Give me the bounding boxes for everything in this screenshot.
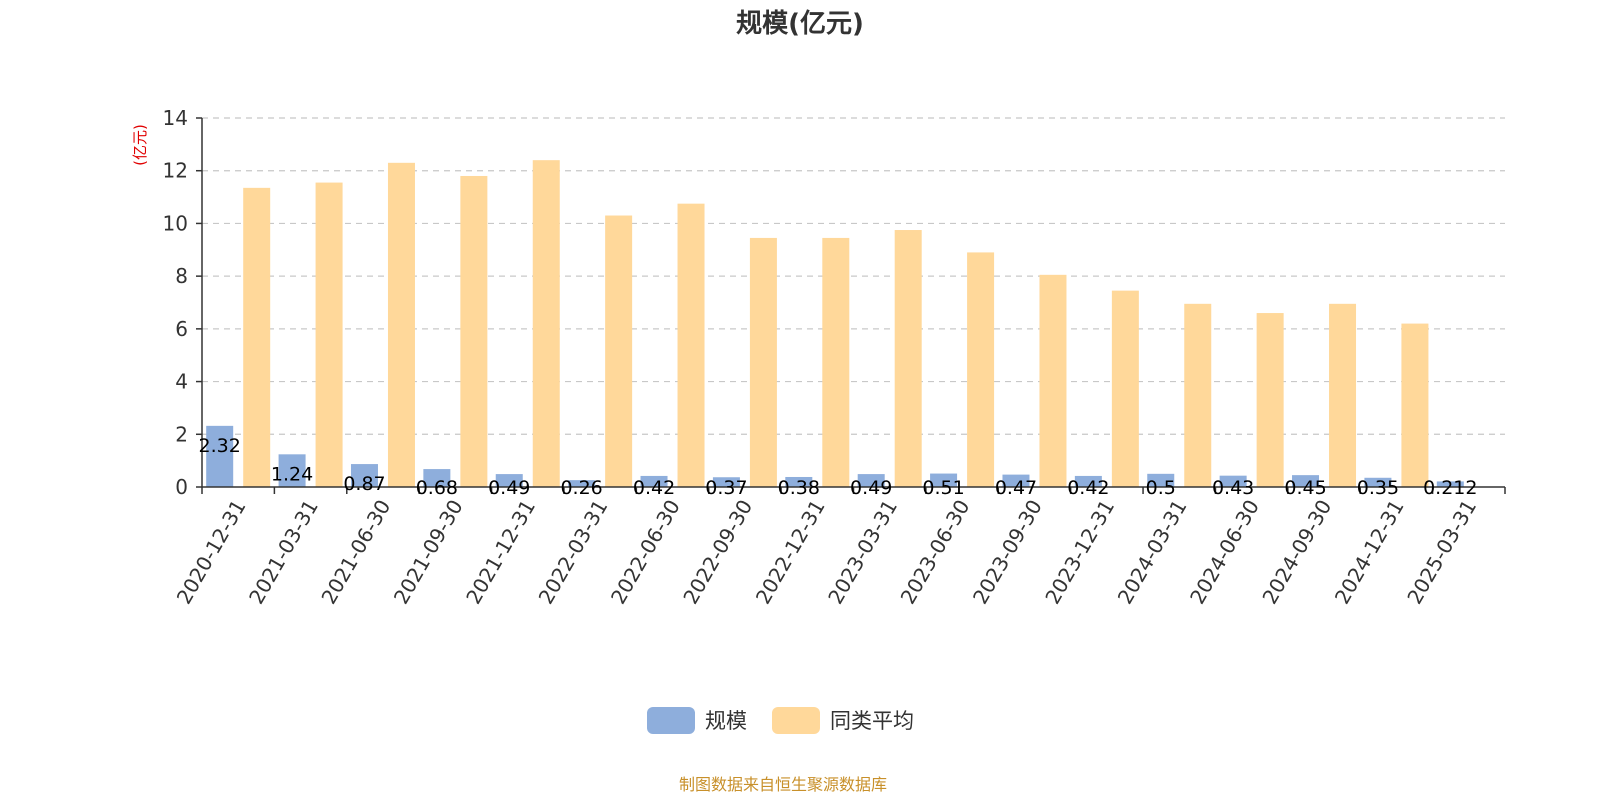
bar-scale <box>930 473 958 487</box>
x-tick-label: 2024-06-30 <box>1185 496 1264 609</box>
data-label: 0.37 <box>705 477 747 499</box>
legend-item-scale[interactable]: 规模 <box>647 707 747 734</box>
bar-scale <box>1074 475 1102 487</box>
data-label: 0.49 <box>850 477 892 499</box>
bar-peer-average <box>387 162 415 488</box>
y-tick-label: 0 <box>175 475 188 499</box>
x-tick-label: 2024-12-31 <box>1330 496 1409 609</box>
x-tick-label: 2024-03-31 <box>1113 496 1192 609</box>
data-label: 0.68 <box>416 477 458 499</box>
data-label: 0.26 <box>560 477 602 499</box>
bar-peer-average <box>1256 313 1284 487</box>
bar-scale <box>206 425 234 487</box>
bar-peer-average <box>967 252 995 487</box>
data-label: 0.87 <box>343 473 385 495</box>
bar-scale <box>568 480 596 487</box>
bar-peer-average <box>1329 303 1357 487</box>
source-note: 制图数据来自恒生聚源数据库 <box>679 775 887 794</box>
y-tick-label: 14 <box>163 106 188 130</box>
x-tick-label: 2023-09-30 <box>968 496 1047 609</box>
x-tick-label: 2023-03-31 <box>823 496 902 609</box>
bar-scale <box>1292 475 1320 487</box>
x-tick-label: 2022-03-31 <box>534 496 613 609</box>
data-label: 0.49 <box>488 477 530 499</box>
grid-lines <box>202 117 1505 435</box>
y-tick-label: 10 <box>163 211 188 235</box>
data-label: 1.24 <box>271 463 313 485</box>
bar-scale <box>857 474 885 487</box>
y-axis-unit-label: (亿元) <box>131 124 149 166</box>
bar-peer-average <box>1184 303 1212 487</box>
data-label: 0.38 <box>778 477 820 499</box>
bar-peer-average <box>1111 290 1139 487</box>
legend-swatch <box>772 707 820 734</box>
bar-scale <box>350 464 378 487</box>
y-tick-label: 8 <box>175 264 188 288</box>
bar-scale <box>1147 473 1175 487</box>
bar-scale <box>423 469 451 487</box>
x-tick-label: 2020-12-31 <box>172 496 251 609</box>
bar-scale <box>712 477 740 487</box>
chart-title: 规模(亿元) <box>736 9 864 39</box>
y-tick-label: 4 <box>175 370 188 394</box>
bar-scale <box>1219 475 1247 487</box>
bar-peer-average <box>894 230 922 487</box>
legend-item-peer-average[interactable]: 同类平均 <box>772 707 914 734</box>
legend-label: 同类平均 <box>830 709 914 733</box>
data-labels: 2.32 1.24 0.87 0.68 0.49 0.26 0.42 0.37 0.38 0.49… <box>199 435 1478 499</box>
x-tick-label: 2024-09-30 <box>1257 496 1336 609</box>
data-label: 0.45 <box>1284 477 1326 499</box>
bar-peer-average <box>243 187 271 487</box>
y-tick-label: 12 <box>163 159 188 183</box>
x-tick-label: 2022-09-30 <box>678 496 757 609</box>
data-label: 0.35 <box>1357 477 1399 499</box>
data-label: 0.43 <box>1212 477 1254 499</box>
bar-scale <box>278 454 306 487</box>
bar-peer-average <box>677 203 705 488</box>
bar-peer-average <box>460 175 488 487</box>
data-label: 2.32 <box>199 435 241 457</box>
bar-scale <box>1002 474 1030 487</box>
legend-label: 规模 <box>705 709 747 733</box>
x-tick-label: 2023-06-30 <box>896 496 975 609</box>
bar-peer-average <box>315 182 343 487</box>
data-label: 0.42 <box>633 477 675 499</box>
bar-peer-average <box>1039 274 1067 487</box>
bar-scale <box>1436 481 1464 487</box>
x-tick-label: 2021-06-30 <box>316 496 395 609</box>
x-tick-label: 2022-12-31 <box>751 496 830 609</box>
bar-scale <box>1364 477 1392 487</box>
legend[interactable]: 规模 同类平均 <box>647 707 914 734</box>
x-tick-label: 2021-12-31 <box>461 496 540 609</box>
x-tick-label: 2025-03-31 <box>1402 496 1481 609</box>
bar-scale <box>785 476 813 487</box>
legend-swatch <box>647 707 695 734</box>
data-label: 0.5 <box>1146 477 1176 499</box>
bar-peer-average <box>749 237 777 487</box>
data-label: 0.51 <box>922 477 964 499</box>
bar-peer-average <box>605 215 633 487</box>
bar-peer-average <box>822 237 850 487</box>
x-tick-label: 2023-12-31 <box>1040 496 1119 609</box>
bar-scale <box>495 474 523 487</box>
y-tick-label: 6 <box>175 317 188 341</box>
data-label: 0.212 <box>1423 477 1477 499</box>
bar-scale <box>640 475 668 487</box>
x-tick-label: 2022-06-30 <box>606 496 685 609</box>
y-tick-label: 2 <box>175 422 188 446</box>
x-tick-label: 2021-09-30 <box>389 496 468 609</box>
bars-group <box>206 160 1464 488</box>
bar-peer-average <box>1401 323 1429 487</box>
data-label: 0.47 <box>995 477 1037 499</box>
bar-peer-average <box>532 160 560 487</box>
x-tick-label: 2021-03-31 <box>244 496 323 609</box>
data-label: 0.42 <box>1067 477 1109 499</box>
